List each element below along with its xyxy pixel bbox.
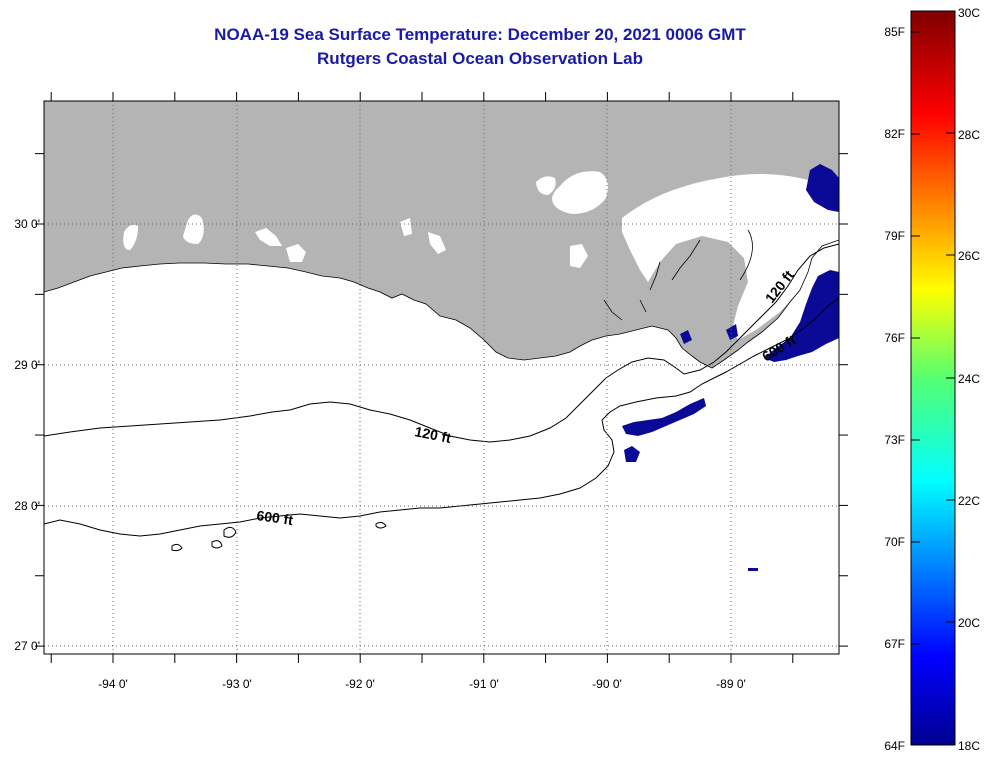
barrier-islands bbox=[603, 229, 753, 321]
cloud-patch bbox=[183, 214, 204, 244]
colorbar-c-label: 22C bbox=[958, 494, 980, 508]
lat-label: 30 0' bbox=[14, 217, 40, 231]
colorbar-f-label: 67F bbox=[884, 637, 905, 651]
bay-area bbox=[622, 174, 839, 340]
colorbar-c-label: 28C bbox=[958, 128, 980, 142]
lon-label: -91 0' bbox=[469, 677, 499, 691]
colorbar-f-label: 85F bbox=[884, 25, 905, 39]
cloud-patch bbox=[400, 218, 412, 236]
colorbar-c-label: 26C bbox=[958, 249, 980, 263]
cloud-patch bbox=[570, 244, 588, 268]
colorbar-f-label: 82F bbox=[884, 127, 905, 141]
contour-islet bbox=[375, 521, 387, 529]
contour-120ft-west bbox=[44, 243, 839, 443]
colorbar-f-label: 79F bbox=[884, 229, 905, 243]
cloud-patch bbox=[536, 176, 556, 195]
lon-label: -92 0' bbox=[345, 677, 375, 691]
coastline bbox=[44, 239, 839, 369]
contour-islet bbox=[211, 540, 223, 549]
cloud-patch bbox=[255, 228, 282, 246]
colorbar-c-label: 20C bbox=[958, 616, 980, 630]
lon-label: -93 0' bbox=[222, 677, 252, 691]
lat-label: 28 0' bbox=[14, 499, 40, 513]
lon-label: -94 0' bbox=[98, 677, 128, 691]
contour-label: 600 ft bbox=[256, 507, 295, 528]
cloud-patch bbox=[286, 244, 306, 262]
contour-islet bbox=[171, 543, 183, 552]
map-title: NOAA-19 Sea Surface Temperature: Decembe… bbox=[214, 25, 746, 44]
map-subtitle: Rutgers Coastal Ocean Observation Lab bbox=[317, 49, 643, 68]
cloud-patch bbox=[428, 232, 446, 254]
colorbar-c-label: 18C bbox=[958, 739, 980, 753]
colorbar-c-label: 24C bbox=[958, 372, 980, 386]
contour-600ft bbox=[44, 297, 839, 537]
lat-label: 29 0' bbox=[14, 358, 40, 372]
cloud-patch bbox=[123, 224, 138, 250]
graticule bbox=[44, 101, 839, 654]
colorbar-f-label: 64F bbox=[884, 739, 905, 753]
contour-label: 120 ft bbox=[413, 423, 452, 446]
lon-label: -90 0' bbox=[592, 677, 622, 691]
lat-label: 27 0' bbox=[14, 639, 40, 653]
cold-water-patches bbox=[622, 164, 839, 571]
contour-islet bbox=[223, 526, 237, 538]
lake-pontchartrain bbox=[552, 171, 608, 214]
lon-label: -89 0' bbox=[716, 677, 746, 691]
colorbar-f-label: 73F bbox=[884, 433, 905, 447]
colorbar-f-label: 76F bbox=[884, 331, 905, 345]
colorbar-f-label: 70F bbox=[884, 535, 905, 549]
colorbar-c-label: 30C bbox=[958, 6, 980, 20]
